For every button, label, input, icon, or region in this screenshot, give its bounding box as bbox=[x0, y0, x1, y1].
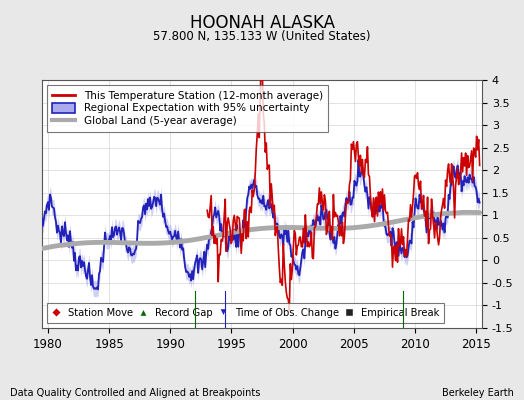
Text: HOONAH ALASKA: HOONAH ALASKA bbox=[190, 14, 334, 32]
Y-axis label: Temperature Anomaly (°C): Temperature Anomaly (°C) bbox=[523, 130, 524, 278]
Text: Data Quality Controlled and Aligned at Breakpoints: Data Quality Controlled and Aligned at B… bbox=[10, 388, 261, 398]
Legend: This Temperature Station (12-month average), Regional Expectation with 95% uncer: This Temperature Station (12-month avera… bbox=[47, 85, 328, 132]
Text: Berkeley Earth: Berkeley Earth bbox=[442, 388, 514, 398]
Text: 57.800 N, 135.133 W (United States): 57.800 N, 135.133 W (United States) bbox=[153, 30, 371, 43]
